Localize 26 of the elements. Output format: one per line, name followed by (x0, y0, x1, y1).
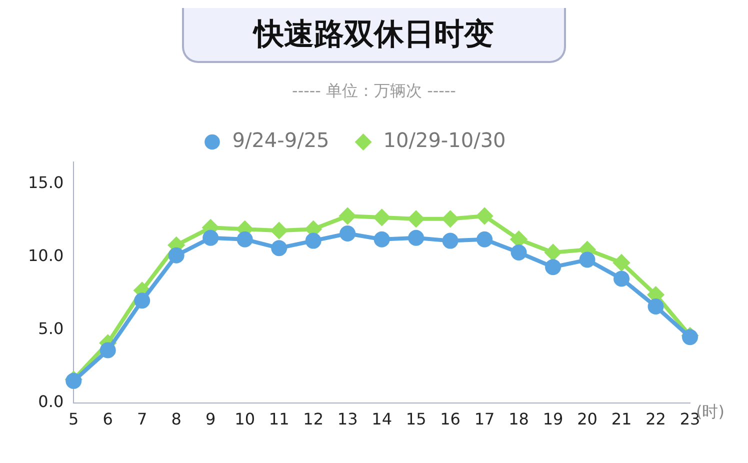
x-tick-label: 14 (372, 410, 392, 429)
x-tick-label: 16 (440, 410, 460, 429)
x-tick-label: 9 (206, 410, 216, 429)
x-tick-label: 6 (102, 410, 113, 429)
x-tick-label: 8 (171, 410, 182, 429)
x-tick-label: 10 (234, 410, 256, 429)
chart-title: 快速路双休日时变 (182, 8, 566, 63)
x-tick-label: 7 (137, 410, 148, 429)
y-tick-label: 10.0 (28, 246, 64, 266)
x-tick-label: 20 (577, 410, 598, 429)
x-tick-label: 19 (542, 410, 564, 429)
x-tick-label: 17 (474, 410, 495, 429)
y-tick-label: 5.0 (38, 318, 64, 338)
x-tick-label: 22 (646, 410, 666, 429)
y-tick-label: 15.0 (28, 173, 64, 192)
x-tick-label: 15 (406, 410, 426, 429)
x-tick-label: 21 (611, 410, 632, 429)
x-tick-label: 11 (268, 410, 290, 429)
x-tick-label: 5 (68, 410, 79, 429)
x-tick-label: 12 (303, 410, 324, 429)
chart-subtitle: ----- 单位：万辆次 ----- (291, 81, 457, 102)
x-tick-label: 13 (337, 410, 358, 429)
x-tick-label: 18 (508, 410, 529, 429)
legend-label: 9/24-9/25 (232, 128, 330, 152)
y-tick-label: 0.0 (38, 392, 64, 411)
legend-label: 10/29-10/30 (383, 128, 506, 152)
